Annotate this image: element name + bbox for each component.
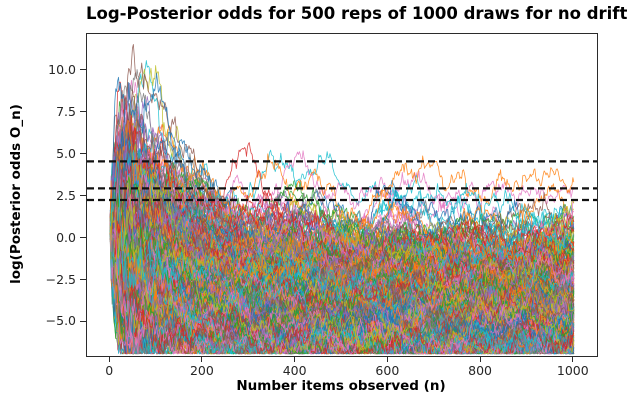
x-tick-label: 1000	[556, 363, 589, 378]
x-tick-mark	[201, 356, 203, 362]
y-tick-mark	[80, 320, 86, 322]
x-tick-label: 400	[282, 363, 307, 378]
y-tick-mark	[80, 279, 86, 281]
x-tick-mark	[386, 356, 388, 362]
x-tick-mark	[572, 356, 574, 362]
x-tick-label: 600	[375, 363, 400, 378]
y-tick-mark	[80, 195, 86, 197]
y-tick-label: −5.0	[45, 313, 76, 329]
x-axis-label: Number items observed (n)	[236, 378, 446, 394]
y-tick-label: −2.5	[45, 271, 76, 287]
x-tick-mark	[294, 356, 296, 362]
plot-area	[86, 33, 598, 357]
x-tick-label: 800	[468, 363, 492, 378]
x-tick-label: 0	[105, 363, 114, 378]
plot-canvas	[87, 34, 597, 356]
x-tick-label: 200	[189, 363, 214, 378]
y-tick-mark	[80, 153, 86, 155]
y-tick-label: 5.0	[56, 145, 76, 161]
y-tick-label: 2.5	[56, 187, 76, 203]
y-tick-label: 10.0	[48, 61, 76, 77]
chart-title: Log-Posterior odds for 500 reps of 1000 …	[86, 4, 628, 23]
x-tick-mark	[108, 356, 110, 362]
x-tick-mark	[479, 356, 481, 362]
y-tick-label: 0.0	[56, 229, 76, 245]
y-tick-mark	[80, 69, 86, 71]
y-tick-label: 7.5	[56, 103, 76, 119]
y-tick-mark	[80, 111, 86, 113]
y-tick-mark	[80, 237, 86, 239]
y-axis-label: log(Posterior odds O_n)	[8, 104, 24, 284]
